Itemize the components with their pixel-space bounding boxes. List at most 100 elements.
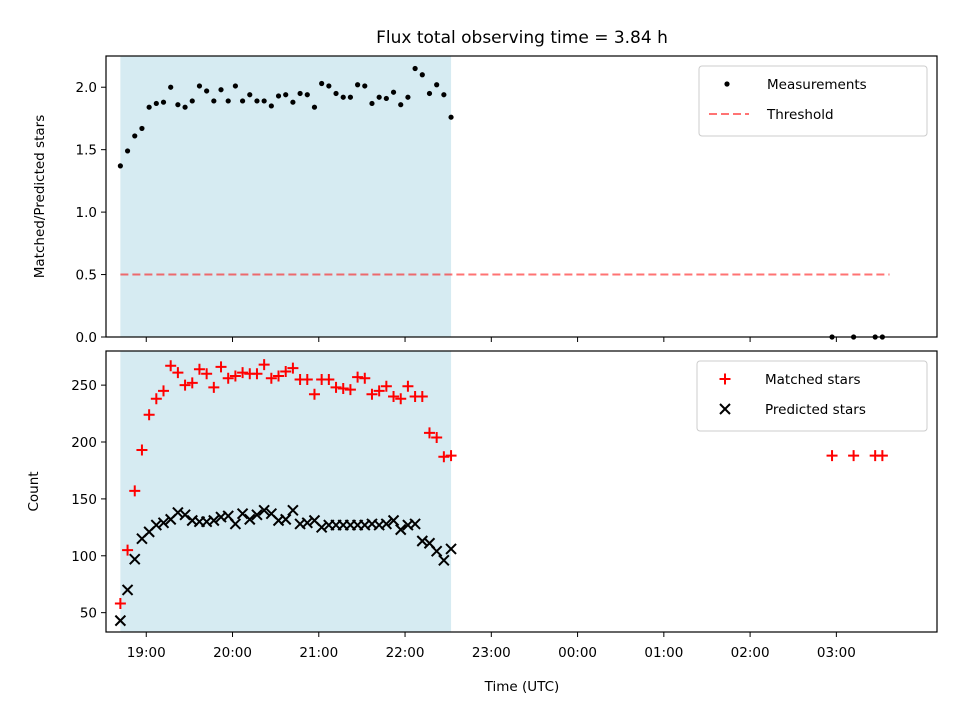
matched-star-point (172, 367, 184, 379)
chart-title: Flux total observing time = 3.84 h (376, 28, 668, 48)
y-tick-label: 150 (71, 492, 97, 508)
measurement-point (247, 92, 253, 98)
matched-star-point (237, 367, 249, 379)
matched-star-point (826, 450, 838, 462)
measurement-point (211, 98, 217, 104)
predicted-star-point (172, 506, 184, 519)
legend-label: Threshold (766, 107, 834, 123)
predicted-star-point (416, 535, 429, 547)
measurement-point (319, 80, 325, 87)
matched-star-point (402, 380, 414, 392)
matched-star-point (215, 361, 227, 373)
measurement-point (204, 88, 210, 94)
axes-frame (105, 350, 938, 633)
matched-star-point (445, 450, 457, 462)
predicted-star-point (380, 518, 393, 530)
measurement-point (168, 84, 174, 90)
matched-star-point (222, 372, 234, 384)
predicted-star-point (395, 523, 407, 536)
matched-star-point (273, 370, 285, 382)
predicted-star-point (157, 517, 170, 529)
y-tick-label: 1.5 (76, 143, 97, 159)
measurement-point (441, 92, 447, 98)
matched-star-point (431, 431, 443, 443)
y-tick-label: 100 (71, 549, 97, 565)
predicted-star-point (179, 509, 191, 521)
y-axis-label: Count (26, 471, 42, 511)
legend-label: Predicted stars (765, 402, 866, 418)
matched-star-point (258, 359, 270, 371)
predicted-star-point (387, 514, 400, 527)
y-tick-label: 200 (71, 435, 97, 451)
predicted-star-point (430, 545, 443, 557)
matched-star-point (848, 450, 860, 462)
legend-label: Matched stars (765, 372, 861, 388)
predicted-star-point (251, 509, 263, 521)
measurement-point (232, 83, 238, 89)
measurement-point (376, 94, 382, 100)
matched-star-point (201, 368, 213, 380)
matched-star-point (179, 379, 191, 391)
matched-star-point (186, 377, 198, 389)
matched-star-point (366, 388, 378, 400)
matched-star-point (208, 381, 220, 393)
matched-star-point (301, 373, 313, 385)
y-tick-label: 0.0 (76, 330, 97, 346)
measurement-point (124, 148, 131, 154)
matched-star-point (122, 544, 134, 556)
observing-window-shade (120, 351, 452, 632)
measurement-point (398, 102, 404, 108)
measurement-point (340, 94, 346, 100)
y-tick-label: 1.0 (76, 205, 97, 221)
matched-star-point (280, 365, 292, 377)
measurement-point (225, 98, 231, 104)
measurement-point (419, 72, 425, 78)
measurement-point (153, 100, 159, 107)
measurement-point (117, 163, 123, 169)
predicted-star-point (301, 517, 313, 529)
measurement-point (189, 98, 195, 104)
measurement-point (383, 95, 389, 102)
measurement-point (132, 133, 138, 139)
matched-star-point (150, 393, 162, 405)
legend-label: Measurements (767, 77, 867, 93)
predicted-star-point (315, 521, 328, 534)
matched-star-point (265, 372, 277, 384)
measurement-point (146, 104, 152, 110)
matched-star-point (344, 384, 356, 396)
measurement-point (333, 90, 339, 97)
x-tick-label: 22:00 (386, 645, 425, 661)
measurement-point (160, 99, 167, 105)
measurement-point (326, 83, 332, 89)
predicted-star-point (129, 553, 141, 565)
x-tick-label: 00:00 (558, 645, 597, 661)
matched-star-point (158, 385, 170, 397)
x-tick-label: 20:00 (213, 645, 252, 661)
matched-star-point (373, 385, 385, 397)
measurement-point (239, 98, 246, 104)
matched-star-point (287, 362, 299, 374)
measurement-point (362, 83, 368, 89)
legend-predicted-marker (719, 403, 731, 415)
legend: Matched stars Predicted stars (696, 360, 928, 432)
ratio-panel: 0.0 0.5 1.0 1.5 2.0 Matched/Predicted stars Me… (32, 55, 938, 346)
matched-star-point (114, 598, 126, 610)
measurement-point (261, 98, 267, 104)
predicted-star-point (445, 543, 457, 555)
predicted-star-point (244, 513, 256, 526)
matched-star-point (136, 444, 148, 456)
matched-star-point (337, 383, 349, 395)
x-tick-label: 01:00 (644, 645, 683, 661)
predicted-star-point (258, 504, 270, 516)
x-tick-label: 02:00 (731, 645, 770, 661)
matched-star-point (438, 451, 450, 463)
predicted-star-point (229, 518, 242, 530)
predicted-star-point (280, 513, 292, 526)
measurement-point (268, 103, 274, 109)
y-tick-label: 0.5 (76, 268, 97, 284)
matched-star-point (388, 391, 400, 403)
matched-star-point (359, 372, 371, 384)
measurement-point (275, 93, 282, 99)
measurement-point (218, 87, 224, 93)
matched-star-point (193, 363, 205, 375)
